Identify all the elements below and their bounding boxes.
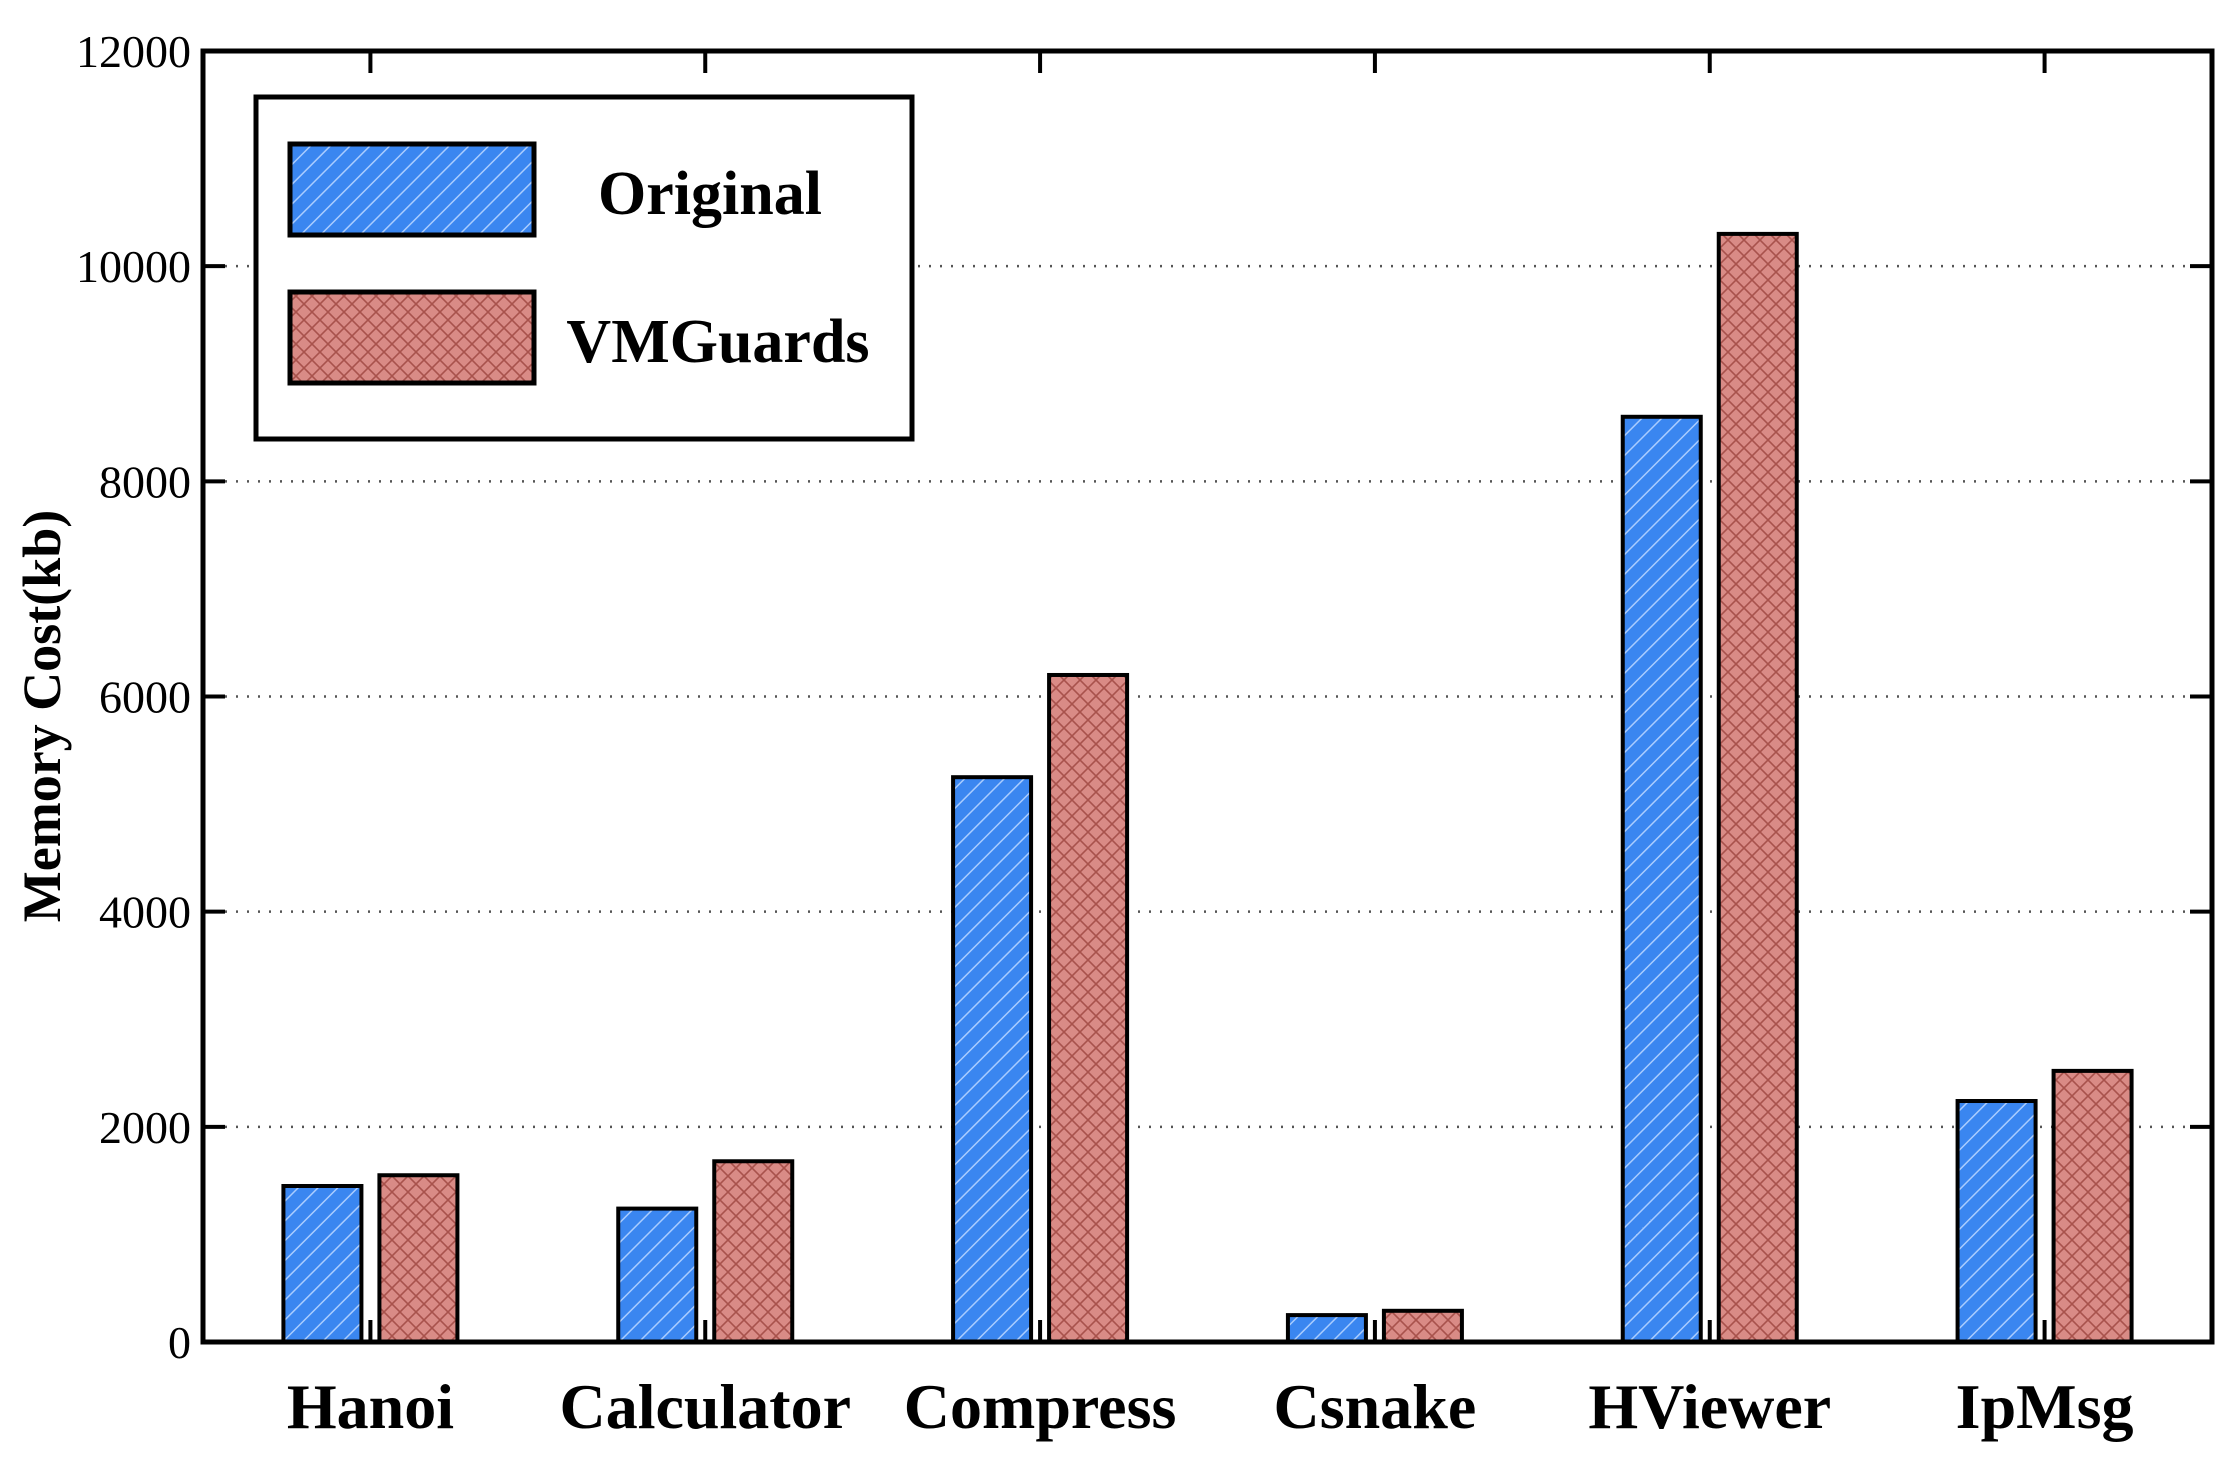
bar-original-compress <box>951 775 1034 1344</box>
bar-vmguards-hanoi <box>377 1173 460 1345</box>
y-axis-label: Memory Cost(kb) <box>12 510 72 922</box>
bar-vmguards-ipmsg <box>2051 1068 2134 1344</box>
x-tick-label-compress: Compress <box>904 1371 1177 1442</box>
y-tick-label: 6000 <box>99 672 191 723</box>
x-tick-label-calculator: Calculator <box>560 1371 852 1442</box>
x-tick-label-csnake: Csnake <box>1274 1371 1477 1442</box>
legend-label-original: Original <box>598 160 822 228</box>
y-tick-label: 0 <box>168 1317 191 1368</box>
y-tick-label: 10000 <box>76 241 191 292</box>
bar-original-ipmsg <box>1955 1099 2038 1344</box>
legend: Original VMGuards <box>253 94 915 442</box>
bar-original-csnake <box>1285 1313 1368 1344</box>
bar-vmguards-csnake <box>1381 1308 1464 1344</box>
bar-original-hviewer <box>1620 414 1703 1344</box>
bar-vmguards-compress <box>1047 672 1130 1344</box>
bar-vmguards-calculator <box>712 1159 795 1345</box>
y-tick-label: 12000 <box>76 26 191 77</box>
x-tick-label-ipmsg: IpMsg <box>1956 1371 2134 1442</box>
y-tick-label: 8000 <box>99 456 191 507</box>
y-tick-label: 4000 <box>99 887 191 938</box>
bar-original-hanoi <box>281 1184 364 1344</box>
y-tick-label: 2000 <box>99 1102 191 1153</box>
plot-frame <box>200 48 2215 1345</box>
x-tick-label-hviewer: HViewer <box>1588 1371 1831 1442</box>
x-tick-label-hanoi: Hanoi <box>287 1371 454 1442</box>
bar-original-calculator <box>616 1206 699 1345</box>
legend-swatch-vmguards <box>287 289 537 386</box>
legend-label-vmguards: VMGuards <box>566 308 869 376</box>
legend-swatch-original <box>287 141 537 238</box>
bar-vmguards-hviewer <box>1716 231 1799 1344</box>
